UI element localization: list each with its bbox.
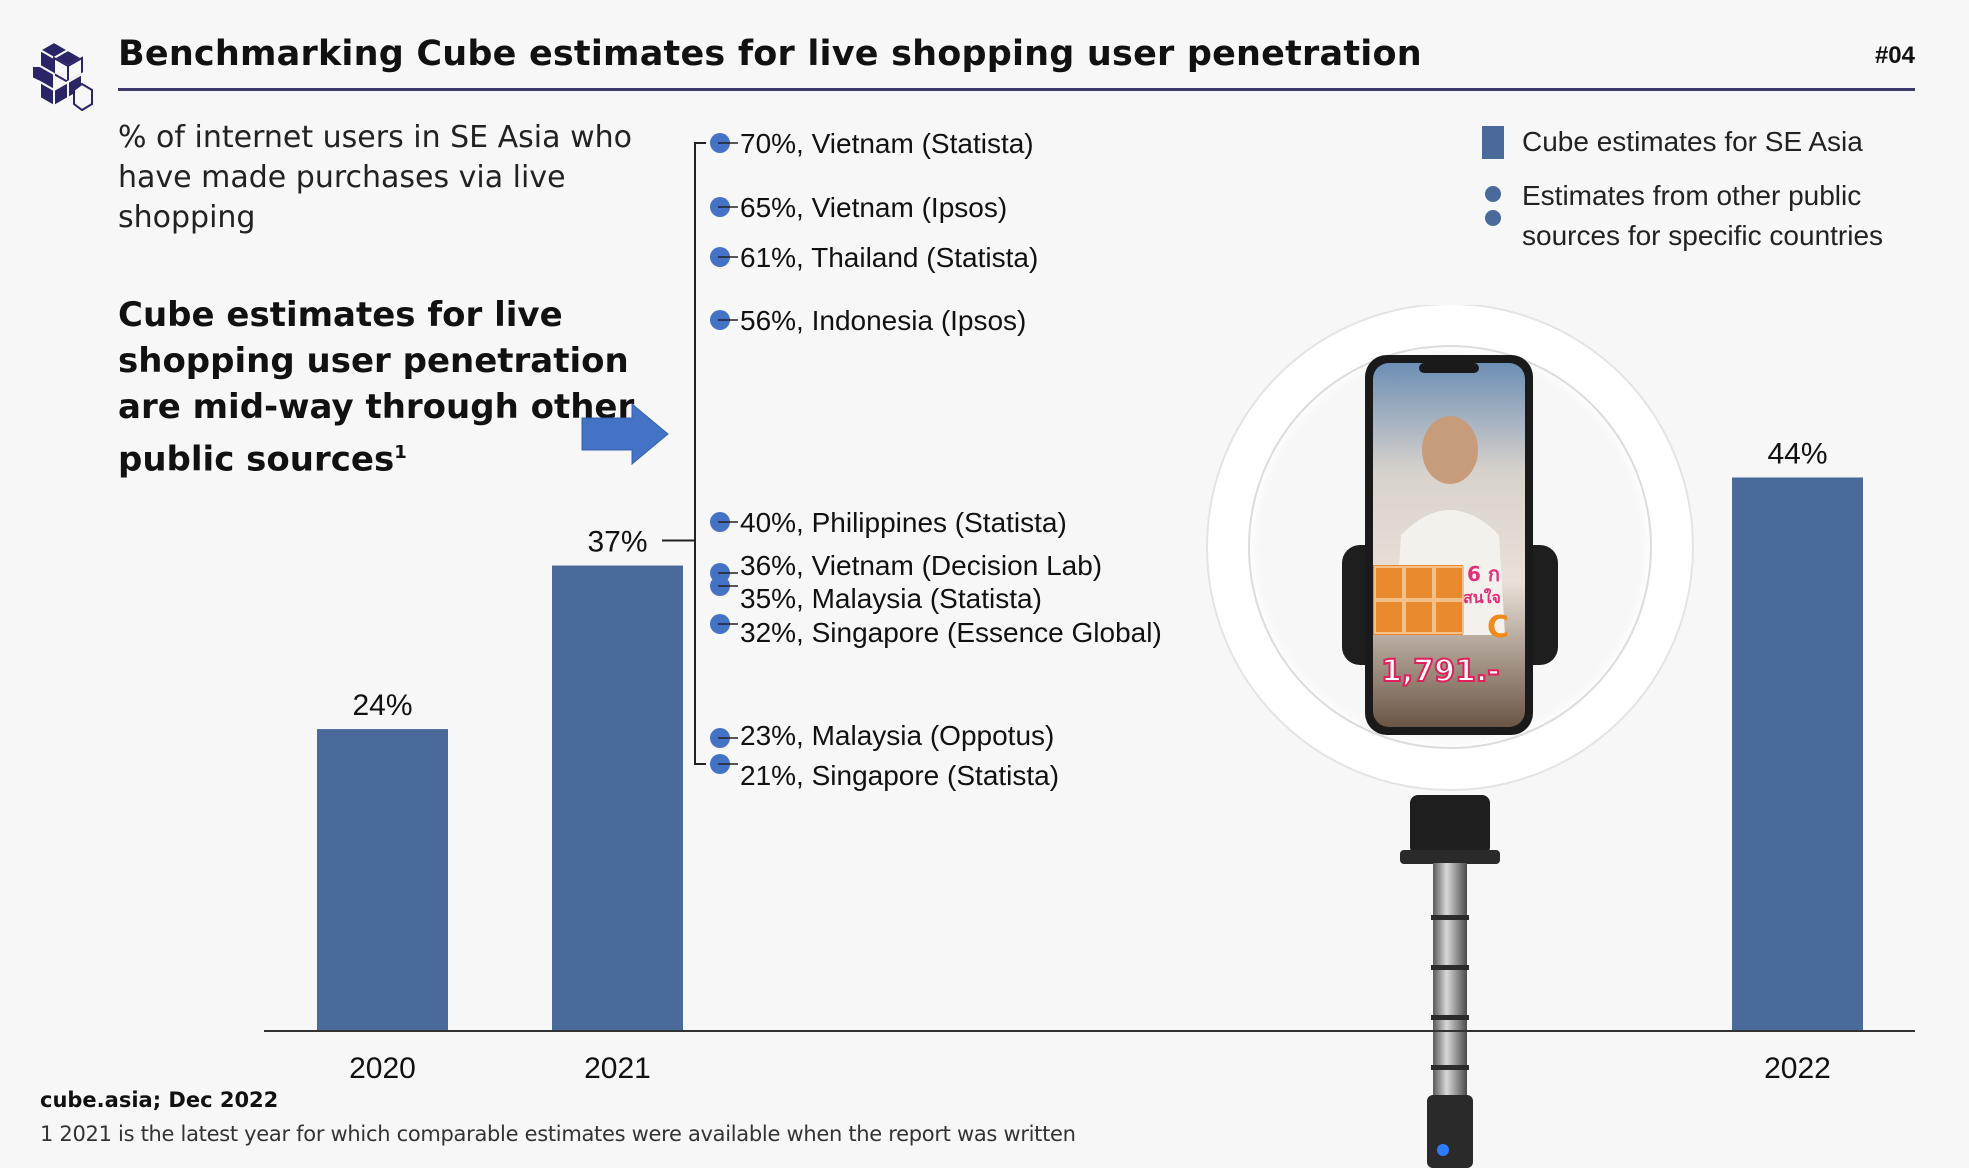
benchmark-label: 56%, Indonesia (Ipsos) bbox=[740, 305, 1026, 336]
bar-value-label: 44% bbox=[1767, 437, 1827, 470]
chart-legend: Cube estimates for SE Asia Estimates fro… bbox=[1482, 122, 1922, 270]
callout-body: Cube estimates for live shopping user pe… bbox=[118, 295, 635, 480]
source-text: cube.asia; Dec 2022 bbox=[40, 1088, 279, 1112]
benchmark-label: 32%, Singapore (Essence Global) bbox=[740, 617, 1162, 648]
chart-subtitle: % of internet users in SE Asia who have … bbox=[118, 120, 632, 235]
page-title: Benchmarking Cube estimates for live sho… bbox=[118, 34, 1422, 74]
benchmark-label: 36%, Vietnam (Decision Lab) bbox=[740, 550, 1102, 581]
benchmark-label: 61%, Thailand (Statista) bbox=[740, 242, 1038, 273]
svg-text:สนใจ: สนใจ bbox=[1463, 588, 1501, 607]
x-tick-label: 2020 bbox=[349, 1052, 416, 1085]
title-divider bbox=[118, 88, 1915, 91]
page-number: #04 bbox=[1874, 42, 1915, 69]
legend-label: Cube estimates for SE Asia bbox=[1522, 126, 1863, 157]
legend-item-cube: Cube estimates for SE Asia bbox=[1482, 122, 1922, 162]
footnote-marker: 1 bbox=[394, 442, 407, 463]
callout-text: Cube estimates for live shopping user pe… bbox=[118, 292, 638, 482]
benchmark-bracket bbox=[694, 142, 706, 765]
benchmark-label: 21%, Singapore (Statista) bbox=[740, 760, 1059, 791]
x-tick-label: 2022 bbox=[1764, 1052, 1831, 1085]
bar-value-label: 37% bbox=[587, 526, 647, 559]
footnote-text: 1 2021 is the latest year for which comp… bbox=[40, 1122, 1076, 1146]
svg-text:6 ก: 6 ก bbox=[1467, 562, 1500, 586]
screen-price-text: 1,791.- bbox=[1381, 654, 1500, 689]
bar-2020 bbox=[317, 729, 448, 1031]
legend-bar-swatch-icon bbox=[1482, 126, 1504, 159]
benchmark-label: 23%, Malaysia (Oppotus) bbox=[740, 720, 1054, 751]
legend-dot-swatch-icon bbox=[1482, 176, 1504, 226]
benchmark-label: 40%, Philippines (Statista) bbox=[740, 507, 1067, 538]
cube-logo-icon bbox=[31, 40, 93, 112]
benchmark-label: 65%, Vietnam (Ipsos) bbox=[740, 192, 1007, 223]
bar-2022 bbox=[1732, 477, 1863, 1032]
benchmark-label: 35%, Malaysia (Statista) bbox=[740, 583, 1042, 614]
benchmark-label: 70%, Vietnam (Statista) bbox=[740, 128, 1034, 159]
svg-text:C: C bbox=[1487, 610, 1509, 645]
ring-light-phone-illustration: 6 ก สนใจ C 1,791.- bbox=[1206, 305, 1694, 1168]
bar-2021 bbox=[552, 565, 683, 1031]
bar-value-label: 24% bbox=[352, 689, 412, 722]
legend-item-other: Estimates from other public sources for … bbox=[1482, 176, 1922, 256]
x-tick-label: 2021 bbox=[584, 1052, 651, 1085]
legend-label: Estimates from other public sources for … bbox=[1522, 180, 1884, 251]
arrow-right-icon bbox=[581, 402, 669, 466]
